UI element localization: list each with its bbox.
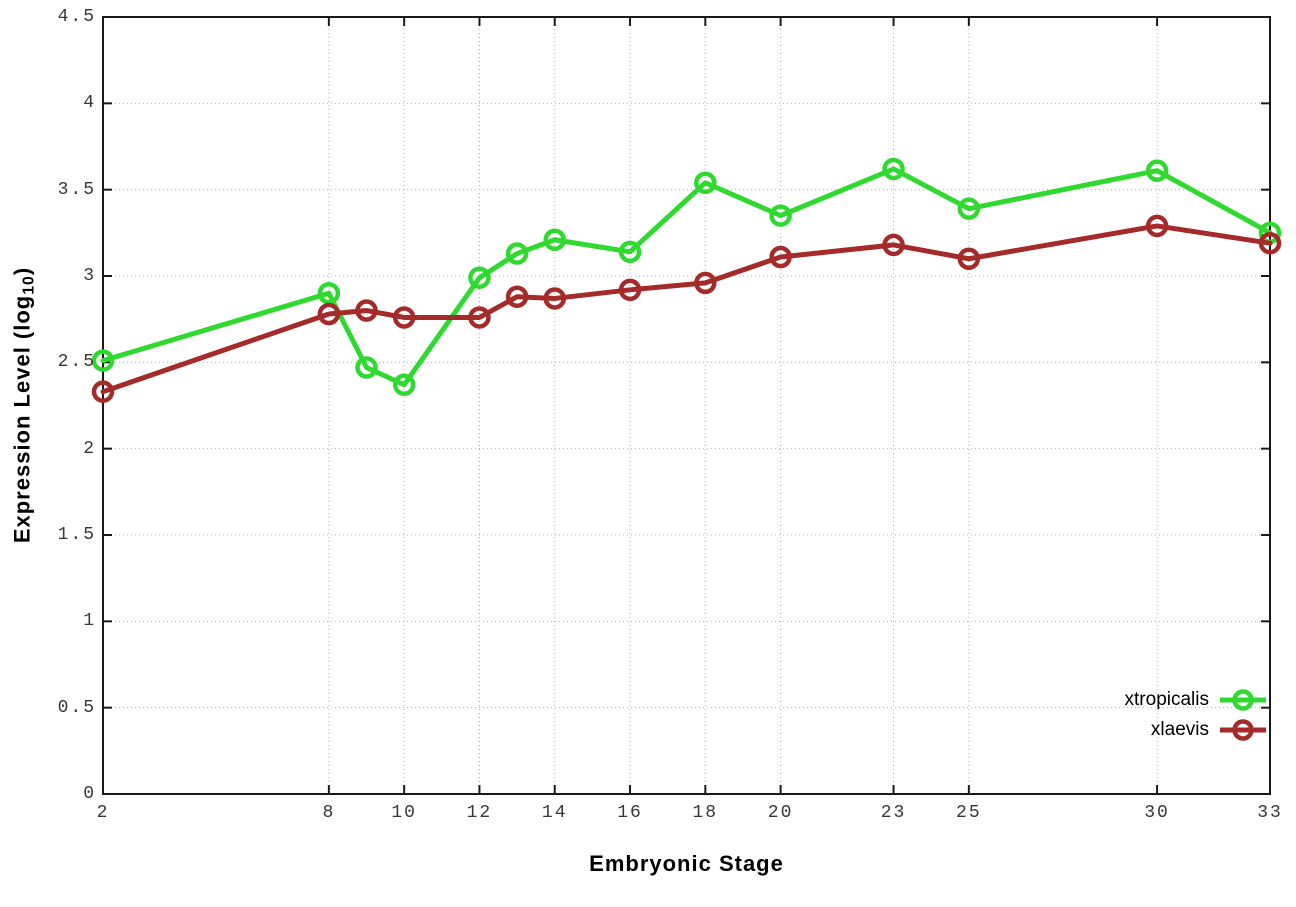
data-point-xlaevis — [543, 287, 566, 310]
data-point-xlaevis — [468, 306, 491, 329]
data-point-xlaevis — [694, 271, 717, 295]
x-tick-label: 10 — [391, 803, 417, 823]
data-point-xtropicalis — [317, 282, 341, 305]
data-point-xlaevis — [1258, 231, 1282, 255]
y-tick-label: 0.5 — [57, 697, 96, 718]
data-point-xtropicalis — [505, 242, 529, 265]
legend-entry-xlaevis: xlaevis — [1125, 715, 1268, 745]
y-axis-title-suffix: ) — [9, 266, 35, 276]
data-point-xtropicalis — [1145, 159, 1169, 182]
data-point-xlaevis — [957, 247, 981, 270]
plot-border — [102, 16, 1271, 795]
y-axis-title-subscript: 10 — [20, 275, 38, 295]
data-point-xlaevis — [882, 233, 905, 257]
y-tick-label: 2.5 — [57, 352, 96, 373]
data-point-xtropicalis — [769, 204, 792, 227]
y-tick-label: 1 — [83, 611, 96, 632]
line-marker-icon — [1220, 719, 1266, 741]
y-tick-label: 2 — [83, 438, 96, 459]
series-line-xlaevis — [100, 223, 1273, 395]
line-marker-icon — [1220, 689, 1266, 711]
data-point-xtropicalis — [618, 240, 642, 264]
data-point-xtropicalis — [694, 171, 717, 195]
x-tick-label: 25 — [956, 803, 982, 823]
y-tick-label: 4.5 — [57, 7, 96, 27]
x-tick-label: 18 — [692, 803, 719, 823]
legend-entry-xtropicalis: xtropicalis — [1125, 685, 1268, 715]
data-point-xlaevis — [317, 302, 341, 326]
y-tick-label: 4 — [83, 93, 96, 114]
x-axis-title: Embryonic Stage — [589, 851, 784, 876]
data-point-xtropicalis — [543, 228, 566, 251]
x-tick-label: 2 — [96, 803, 110, 823]
y-tick-label: 1.5 — [57, 525, 96, 545]
legend-label: xtropicalis — [1124, 689, 1209, 710]
y-tick-label: 3 — [83, 266, 96, 286]
data-point-xtropicalis — [91, 349, 115, 372]
x-tick-label: 20 — [767, 803, 794, 823]
data-point-xtropicalis — [957, 197, 981, 220]
data-point-xtropicalis — [882, 157, 905, 181]
data-point-xlaevis — [1145, 214, 1169, 238]
x-tick-label: 16 — [617, 803, 643, 823]
y-tick-label: 3.5 — [57, 179, 96, 200]
x-tick-label: 30 — [1144, 803, 1170, 823]
x-tick-label: 33 — [1257, 803, 1283, 823]
x-tick-label: 14 — [541, 803, 568, 823]
legend: xtropicalis xlaevis — [1125, 685, 1268, 745]
data-point-xlaevis — [355, 299, 378, 322]
data-point-xlaevis — [618, 278, 642, 302]
x-tick-label: 12 — [466, 803, 493, 823]
data-point-xlaevis — [392, 306, 416, 329]
y-axis-title-text: Expression Level (log — [9, 294, 35, 544]
x-tick-label: 8 — [322, 803, 336, 823]
data-point-xlaevis — [769, 245, 792, 269]
data-point-xtropicalis — [392, 373, 416, 397]
data-point-xtropicalis — [355, 356, 378, 379]
y-tick-label: 0 — [83, 784, 96, 804]
x-tick-label: 23 — [880, 803, 907, 823]
data-point-xlaevis — [505, 285, 529, 308]
series-line-xtropicalis — [100, 166, 1273, 388]
data-point-xtropicalis — [468, 266, 491, 289]
legend-label: xlaevis — [1150, 719, 1209, 740]
data-point-xlaevis — [91, 380, 115, 403]
y-axis-title: Expression Level (log10) — [9, 267, 38, 543]
